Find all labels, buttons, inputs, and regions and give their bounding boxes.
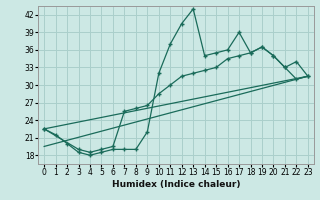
- X-axis label: Humidex (Indice chaleur): Humidex (Indice chaleur): [112, 180, 240, 189]
